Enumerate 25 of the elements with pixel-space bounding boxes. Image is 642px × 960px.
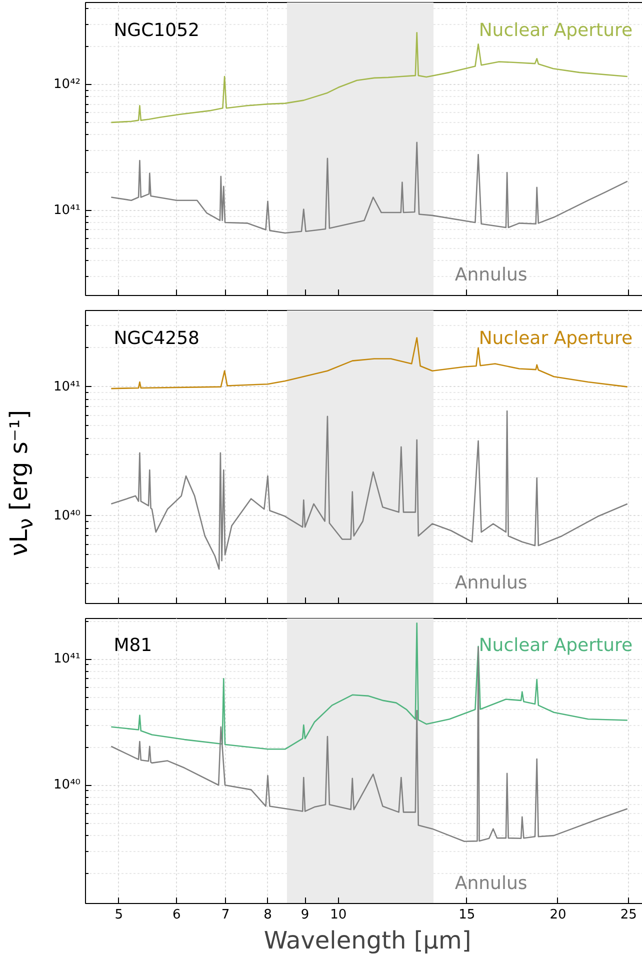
y-tick-label: 10⁴⁰: [54, 778, 81, 793]
series-label: Nuclear Aperture: [478, 20, 633, 41]
x-tick-label: 9: [300, 908, 310, 922]
text: M81: [114, 635, 152, 656]
series-label: Annulus: [454, 873, 528, 894]
y-tick-label: 10⁴⁰: [54, 508, 81, 524]
x-tick-label: 10: [330, 908, 347, 922]
y-tick-label: 10⁴¹: [54, 652, 81, 667]
y-tick-label: 10⁴²: [54, 77, 81, 92]
text: Annulus: [454, 264, 528, 286]
x-tick-label: 25: [620, 908, 637, 922]
y-tick-label: 10⁴¹: [54, 379, 81, 394]
text: NGC4258: [114, 328, 200, 349]
x-tick-label: 7: [221, 908, 230, 922]
x-axis-title: Wavelength [μm]: [264, 926, 472, 954]
series-label: Nuclear Aperture: [478, 328, 633, 349]
x-tick-label: 20: [550, 908, 566, 922]
series-label: Nuclear Aperture: [478, 635, 633, 656]
x-tick-label: 15: [458, 908, 476, 922]
x-tick-label: 5: [114, 908, 124, 922]
series-label: Annulus: [454, 572, 528, 594]
x-tick-label: 8: [264, 908, 272, 922]
x-tick-label: 6: [172, 908, 181, 922]
text: NGC1052: [114, 20, 200, 41]
y-tick-label: 10⁴¹: [54, 202, 81, 218]
